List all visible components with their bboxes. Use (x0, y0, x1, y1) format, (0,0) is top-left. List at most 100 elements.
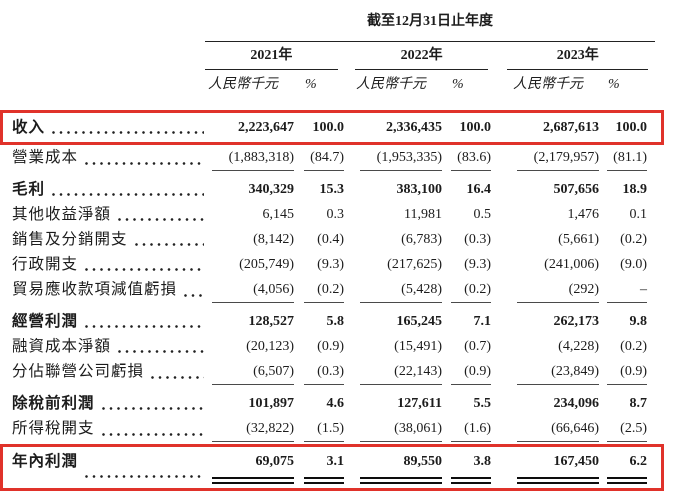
pct-header-2021: % (305, 77, 317, 92)
cell-2023-amount: (2,179,957) (517, 145, 599, 171)
cell-2023-percent: 0.1 (629, 207, 648, 222)
row-label: 融資成本淨額 (12, 338, 112, 355)
cell-2021-percent: (0.3) (304, 359, 344, 385)
cell-2023-percent: 18.9 (622, 182, 648, 197)
dot-leader (134, 243, 204, 246)
year-header-2022: 2022年 (354, 47, 489, 70)
cell-2021-amount: 6,145 (262, 207, 295, 222)
cell-2023-amount: 2,687,613 (543, 120, 599, 135)
cell-2023-amount: 507,656 (553, 182, 600, 197)
dot-leader (85, 325, 204, 328)
cell-2023-percent: (81.1) (607, 145, 647, 171)
cell-2021-percent: (1.5) (304, 416, 344, 442)
table-row: 銷售及分銷開支 (8,142) (0.4) (6,783) (0.3) (5,6… (12, 227, 648, 252)
cell-2022-amount: 165,245 (396, 314, 443, 329)
cell-2022-amount: (38,061) (360, 416, 442, 442)
cell-2023-amount: (241,006) (544, 257, 599, 272)
table-row: 行政開支 (205,749) (9.3) (217,625) (9.3) (24… (12, 252, 648, 277)
row-label: 銷售及分銷開支 (12, 231, 128, 248)
cell-2023-amount: 234,096 (553, 396, 600, 411)
row-label-cell: 毛利 (12, 177, 210, 202)
row-label-cell: 銷售及分銷開支 (12, 227, 210, 252)
cell-2022-amount: (1,953,335) (360, 145, 442, 171)
header-top-rule (205, 41, 655, 42)
row-label: 收入 (12, 119, 46, 136)
cell-2023-percent: (9.0) (620, 257, 647, 272)
cell-2021-percent: (0.2) (304, 277, 344, 303)
row-label: 所得稅開支 (12, 420, 95, 437)
row-label-cell: 融資成本淨額 (12, 334, 210, 359)
dot-leader (101, 433, 204, 436)
cell-2022-amount: 89,550 (360, 449, 442, 484)
table-row: 貿易應收款項減值虧損 (4,056) (0.2) (5,428) (0.2) (… (12, 277, 648, 303)
table-row: 營業成本 (1,883,318) (84.7) (1,953,335) (83.… (12, 145, 648, 171)
cell-2022-amount: (6,783) (401, 232, 442, 247)
cell-2022-percent: (1.6) (451, 416, 491, 442)
table-row: 年內利潤 69,075 3.1 89,550 3.8 167,450 6.2 (0, 444, 664, 491)
cell-2023-amount: (292) (517, 277, 599, 303)
row-label-cell: 年內利潤 (12, 449, 210, 484)
cell-2023-percent: 8.7 (629, 396, 648, 411)
row-label-cell: 所得稅開支 (12, 416, 210, 442)
row-label-cell: 行政開支 (12, 252, 210, 277)
dot-leader (118, 350, 204, 353)
cell-2021-percent: 3.1 (304, 449, 344, 484)
cell-2023-percent: 9.8 (629, 314, 648, 329)
cell-2021-percent: 5.8 (326, 314, 345, 329)
dot-leader (52, 193, 204, 196)
cell-2022-amount: 127,611 (397, 396, 442, 411)
cell-2021-percent: 4.6 (326, 396, 345, 411)
cell-2021-percent: (9.3) (317, 257, 344, 272)
cell-2022-amount: (217,625) (387, 257, 442, 272)
cell-2021-amount: 2,223,647 (238, 120, 294, 135)
cell-2022-percent: (9.3) (464, 257, 491, 272)
cell-2021-amount: 101,897 (248, 396, 295, 411)
cell-2021-amount: (8,142) (253, 232, 294, 247)
cell-2021-amount: (6,507) (212, 359, 294, 385)
cell-2023-percent: (0.2) (620, 232, 647, 247)
cell-2021-amount: 128,527 (248, 314, 295, 329)
cell-2021-amount: (1,883,318) (212, 145, 294, 171)
cell-2023-percent: (0.9) (607, 359, 647, 385)
cell-2021-percent: (0.9) (317, 339, 344, 354)
dot-leader (184, 294, 204, 297)
table-body: 收入 2,223,647 100.0 2,336,435 100.0 2,687… (0, 110, 664, 491)
cell-2022-amount: (5,428) (360, 277, 442, 303)
table-row: 毛利 340,329 15.3 383,100 16.4 507,656 18.… (12, 177, 648, 202)
unit-header-2023: 人民幣千元 (513, 77, 583, 92)
cell-2022-amount: 2,336,435 (386, 120, 442, 135)
cell-2022-percent: (0.3) (464, 232, 491, 247)
cell-2021-percent: (84.7) (304, 145, 344, 171)
row-label: 經營利潤 (12, 313, 79, 330)
cell-2023-percent: – (607, 277, 647, 303)
cell-2023-amount: (4,228) (558, 339, 599, 354)
unit-header-row: 人民幣千元 % 人民幣千元 % 人民幣千元 % (12, 76, 648, 93)
cell-2021-amount: 69,075 (212, 449, 294, 484)
income-statement-table: 截至12月31日止年度 2021年 2022年 2023年 人民幣千元 % 人民… (0, 12, 664, 491)
cell-2022-percent: 3.8 (451, 449, 491, 484)
cell-2021-percent: (0.4) (317, 232, 344, 247)
row-label: 營業成本 (12, 149, 79, 166)
cell-2022-amount: (15,491) (394, 339, 442, 354)
cell-2023-amount: (5,661) (558, 232, 599, 247)
year-header-2021: 2021年 (205, 47, 338, 70)
pct-header-2022: % (452, 77, 464, 92)
cell-2022-amount: 11,981 (404, 207, 442, 222)
table-title: 截至12月31日止年度 (367, 14, 493, 29)
row-label: 分佔聯營公司虧損 (12, 363, 145, 380)
cell-2023-amount: (23,849) (517, 359, 599, 385)
cell-2023-amount: (66,646) (517, 416, 599, 442)
dot-leader (151, 376, 204, 379)
cell-2021-percent: 0.3 (326, 207, 345, 222)
label-column-spacer (12, 76, 210, 93)
row-label-cell: 其他收益淨額 (12, 202, 210, 227)
cell-2023-percent: (0.2) (620, 339, 647, 354)
row-label-cell: 經營利潤 (12, 309, 210, 334)
dot-leader (101, 407, 204, 410)
cell-2023-amount: 262,173 (553, 314, 600, 329)
row-label: 除稅前利潤 (12, 395, 95, 412)
cell-2022-percent: (0.9) (451, 359, 491, 385)
table-row: 除稅前利潤 101,897 4.6 127,611 5.5 234,096 8.… (12, 391, 648, 416)
table-row: 所得稅開支 (32,822) (1.5) (38,061) (1.6) (66,… (12, 416, 648, 442)
